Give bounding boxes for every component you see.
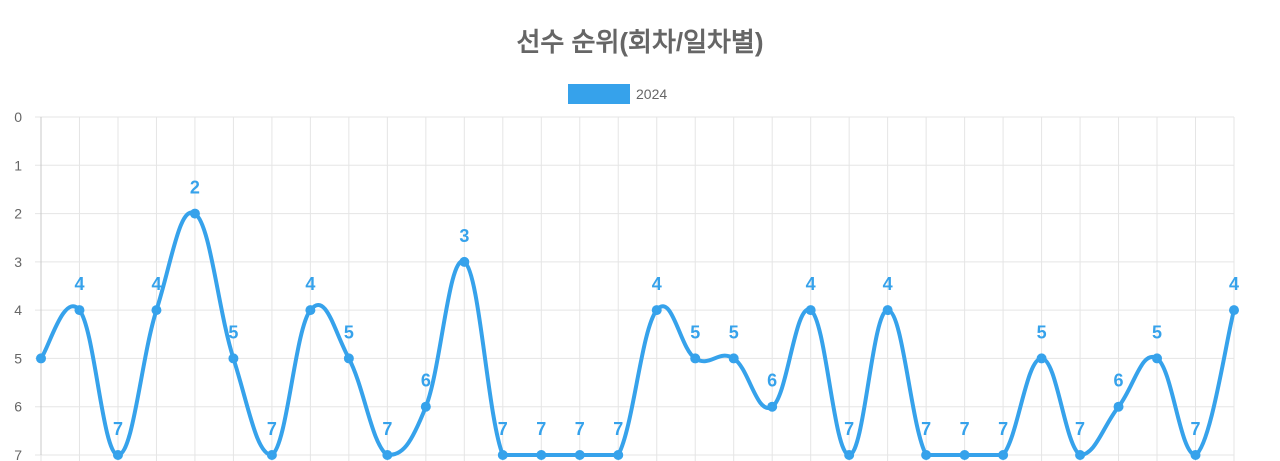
data-label: 7 bbox=[382, 419, 392, 439]
data-label: 6 bbox=[421, 371, 431, 391]
data-point[interactable] bbox=[1152, 353, 1163, 364]
y-tick-label: 5 bbox=[14, 350, 22, 366]
y-tick-label: 6 bbox=[14, 399, 22, 415]
data-point[interactable] bbox=[805, 305, 816, 316]
data-point[interactable] bbox=[767, 401, 778, 412]
data-label: 7 bbox=[998, 419, 1008, 439]
y-tick-label: 3 bbox=[14, 254, 22, 270]
data-point[interactable] bbox=[728, 353, 739, 364]
data-label: 6 bbox=[1114, 371, 1124, 391]
y-tick-label: 1 bbox=[14, 157, 22, 173]
data-label: 5 bbox=[729, 322, 739, 342]
data-point[interactable] bbox=[998, 450, 1009, 460]
data-point[interactable] bbox=[844, 450, 855, 460]
legend-swatch[interactable] bbox=[568, 84, 630, 104]
data-point[interactable] bbox=[690, 353, 701, 364]
chart-title: 선수 순위(회차/일차별) bbox=[516, 27, 764, 57]
data-label: 4 bbox=[1229, 274, 1239, 294]
data-point[interactable] bbox=[343, 353, 354, 364]
data-point[interactable] bbox=[651, 305, 662, 316]
data-point[interactable] bbox=[1190, 450, 1201, 460]
data-label: 7 bbox=[960, 419, 970, 439]
data-label: 7 bbox=[613, 419, 623, 439]
data-point[interactable] bbox=[1075, 450, 1086, 460]
data-point[interactable] bbox=[1229, 305, 1239, 316]
data-label: 7 bbox=[113, 419, 123, 439]
y-tick-label: 0 bbox=[14, 109, 22, 125]
data-label: 2 bbox=[190, 178, 200, 198]
data-label: 7 bbox=[844, 419, 854, 439]
data-point[interactable] bbox=[112, 450, 123, 460]
data-point[interactable] bbox=[613, 450, 624, 460]
data-label: 4 bbox=[151, 274, 161, 294]
y-tick-label: 7 bbox=[14, 447, 22, 461]
data-point[interactable] bbox=[74, 305, 85, 316]
data-label: 4 bbox=[305, 274, 315, 294]
data-point[interactable] bbox=[305, 305, 316, 316]
data-label: 5 bbox=[1037, 322, 1047, 342]
data-label: 4 bbox=[652, 274, 662, 294]
data-point[interactable] bbox=[497, 450, 508, 460]
data-point[interactable] bbox=[536, 450, 547, 460]
data-point[interactable] bbox=[36, 353, 46, 364]
data-label: 4 bbox=[74, 274, 84, 294]
data-point[interactable] bbox=[921, 450, 932, 460]
data-label: 4 bbox=[883, 274, 893, 294]
data-point[interactable] bbox=[420, 401, 431, 412]
y-tick-label: 4 bbox=[14, 302, 22, 318]
data-point[interactable] bbox=[266, 450, 277, 460]
data-point[interactable] bbox=[1113, 401, 1124, 412]
data-point[interactable] bbox=[382, 450, 393, 460]
data-label: 5 bbox=[344, 322, 354, 342]
data-label: 5 bbox=[1152, 322, 1162, 342]
data-label: 5 bbox=[690, 322, 700, 342]
data-point[interactable] bbox=[1036, 353, 1047, 364]
data-label: 7 bbox=[536, 419, 546, 439]
data-label: 7 bbox=[1191, 419, 1201, 439]
data-point[interactable] bbox=[189, 208, 200, 219]
data-label: 6 bbox=[767, 371, 777, 391]
data-label: 7 bbox=[575, 419, 585, 439]
data-label: 3 bbox=[459, 226, 469, 246]
series-line bbox=[39, 210, 1236, 458]
data-label: 5 bbox=[228, 322, 238, 342]
data-point[interactable] bbox=[151, 305, 162, 316]
data-label: 7 bbox=[498, 419, 508, 439]
data-label: 4 bbox=[806, 274, 816, 294]
data-label: 7 bbox=[1075, 419, 1085, 439]
data-label: 7 bbox=[921, 419, 931, 439]
data-label: 7 bbox=[267, 419, 277, 439]
legend-label[interactable]: 2024 bbox=[636, 86, 667, 102]
data-point[interactable] bbox=[459, 256, 470, 267]
data-point[interactable] bbox=[959, 450, 970, 460]
y-tick-label: 2 bbox=[14, 206, 22, 222]
data-point[interactable] bbox=[574, 450, 585, 460]
data-point[interactable] bbox=[228, 353, 239, 364]
data-point[interactable] bbox=[882, 305, 893, 316]
